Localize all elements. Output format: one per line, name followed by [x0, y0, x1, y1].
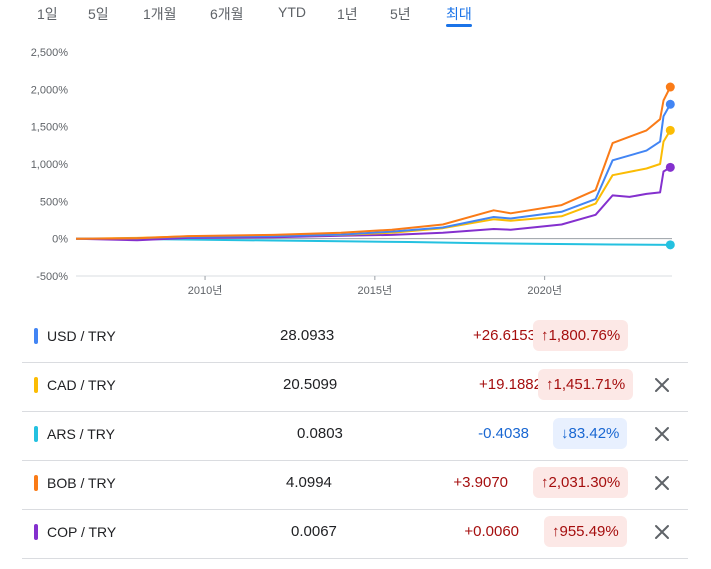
price-value: 20.5099: [283, 376, 338, 393]
remove-close-icon[interactable]: [654, 524, 670, 540]
series-color-marker: [34, 426, 38, 442]
tab-max[interactable]: 최대: [446, 6, 472, 22]
tab-ytd[interactable]: YTD: [278, 4, 306, 20]
currency-pair-label[interactable]: USD / TRY: [47, 328, 116, 344]
series-color-marker: [34, 377, 38, 393]
tab-5y[interactable]: 5년: [390, 6, 411, 22]
comparison-row[interactable]: COP / TRY 0.0067 +0.0060 ↑955.49%: [22, 510, 688, 559]
percent-change-badge: ↑1,800.76%: [533, 320, 629, 351]
series-end-marker-ars: [665, 240, 675, 250]
tab-1m[interactable]: 1개월: [143, 6, 177, 22]
percent-change-badge: ↑2,031.30%: [533, 467, 629, 498]
change-value: -0.4038: [478, 425, 529, 442]
currency-pair-label[interactable]: COP / TRY: [47, 524, 117, 540]
y-tick-label: 1,500%: [31, 122, 69, 134]
comparison-row[interactable]: BOB / TRY 4.0994 +3.9070 ↑2,031.30%: [22, 461, 688, 510]
tab-5d[interactable]: 5일: [88, 6, 109, 22]
price-value: 0.0803: [297, 425, 343, 442]
y-tick-label: 500%: [40, 196, 68, 208]
price-value: 4.0994: [286, 474, 332, 491]
change-value: +0.0060: [464, 523, 519, 540]
x-tick-label: 2010년: [188, 284, 223, 297]
y-tick-label: -500%: [36, 271, 68, 283]
change-value: +26.6153: [473, 327, 536, 344]
x-tick-label: 2015년: [358, 284, 393, 297]
series-end-marker-usd: [665, 99, 675, 109]
percent-change-badge: ↓83.42%: [553, 418, 628, 449]
series-end-marker-cop: [665, 162, 675, 172]
series-color-marker: [34, 524, 38, 540]
series-line-bob: [75, 86, 672, 240]
active-tab-indicator: [446, 24, 472, 27]
tab-1y[interactable]: 1년: [337, 6, 358, 22]
series-line-cad: [75, 129, 672, 240]
y-tick-label: 2,500%: [31, 47, 69, 59]
price-value: 0.0067: [291, 523, 337, 540]
currency-pair-label[interactable]: CAD / TRY: [47, 377, 116, 393]
percent-change-badge: ↑1,451.71%: [538, 369, 634, 400]
series-end-marker-bob: [665, 82, 675, 92]
remove-close-icon[interactable]: [654, 475, 670, 491]
range-tabs: 1일 5일 1개월 6개월 YTD 1년 5년 최대: [0, 0, 711, 30]
series-color-marker: [34, 475, 38, 491]
comparison-row[interactable]: CAD / TRY 20.5099 +19.1882 ↑1,451.71%: [22, 363, 688, 412]
comparison-chart[interactable]: 2,500% 2,000% 1,500% 1,000% 500% 0% -500% 2010년…: [0, 36, 711, 306]
series-color-marker: [34, 328, 38, 344]
comparison-row[interactable]: USD / TRY 28.0933 +26.6153 ↑1,800.76%: [22, 314, 688, 363]
tab-6m[interactable]: 6개월: [210, 6, 244, 22]
y-tick-label: 0%: [52, 234, 68, 246]
x-tick-label: 2020년: [527, 284, 562, 297]
series-end-marker-cad: [665, 125, 675, 135]
comparison-row[interactable]: ARS / TRY 0.0803 -0.4038 ↓83.42%: [22, 412, 688, 461]
price-value: 28.0933: [280, 327, 335, 344]
series-line-cop: [75, 166, 671, 242]
change-value: +3.9070: [453, 474, 508, 491]
y-tick-label: 1,000%: [31, 159, 69, 171]
percent-change-badge: ↑955.49%: [544, 516, 627, 547]
y-tick-label: 2,000%: [31, 84, 69, 96]
tab-1d[interactable]: 1일: [37, 6, 58, 22]
remove-close-icon[interactable]: [654, 377, 670, 393]
remove-close-icon[interactable]: [654, 426, 670, 442]
change-value: +19.1882: [479, 376, 542, 393]
currency-pair-label[interactable]: ARS / TRY: [47, 426, 115, 442]
currency-pair-label[interactable]: BOB / TRY: [47, 475, 116, 491]
